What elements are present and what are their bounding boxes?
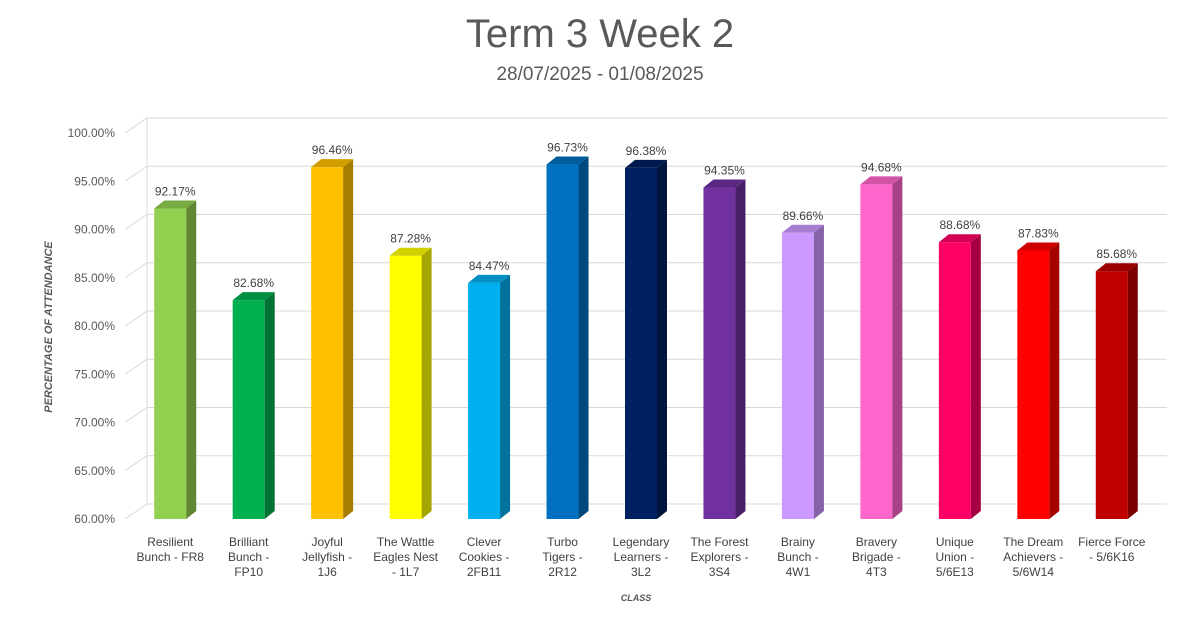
bar-side	[264, 292, 275, 519]
y-axis-label: PERCENTAGE OF ATTENDANCE	[43, 241, 55, 413]
bar-front	[1017, 250, 1050, 520]
x-tick-label: Legendary Learners -3L2	[613, 535, 670, 579]
bar-front	[938, 242, 971, 519]
bar-front	[703, 187, 736, 519]
y-tick-label: 80.00%	[74, 319, 115, 333]
bar-front	[860, 184, 893, 519]
bar-top	[154, 200, 197, 209]
bar-top	[546, 156, 589, 165]
bar	[232, 292, 275, 519]
gridlines	[124, 117, 1167, 520]
bar	[1017, 242, 1060, 520]
data-labels: 92.17% 82.68% 96.46% 87.28% 84.47% 96.73% 96.3…	[155, 141, 1138, 291]
data-label: 94.35%	[704, 164, 745, 178]
bar	[546, 156, 589, 520]
bar-front	[232, 300, 265, 519]
y-tick-label: 65.00%	[74, 464, 115, 478]
bar	[938, 234, 981, 519]
bar-side	[813, 224, 824, 519]
x-tick-label: Fierce Force - 5/6K16	[1078, 535, 1146, 564]
bar-side	[970, 234, 981, 519]
bar-top	[311, 159, 354, 168]
bar-front	[154, 208, 187, 519]
data-label: 96.73%	[547, 141, 588, 155]
y-tick-label: 95.00%	[74, 174, 115, 188]
bar-side	[578, 156, 589, 520]
chart-title: Term 3 Week 2	[465, 12, 735, 56]
bar-top	[938, 234, 981, 243]
bar-side	[500, 274, 511, 519]
bar-side	[421, 247, 432, 520]
data-label: 89.66%	[783, 209, 824, 223]
y-tick-label: 85.00%	[74, 271, 115, 285]
bar-front	[389, 255, 422, 520]
y-tick-label: 90.00%	[74, 223, 115, 237]
data-label: 87.83%	[1018, 226, 1059, 240]
bar-side	[892, 176, 903, 519]
y-tick-label: 60.00%	[74, 512, 115, 526]
data-label: 96.38%	[626, 144, 667, 158]
bar	[1095, 263, 1138, 519]
bars	[154, 156, 1138, 520]
bar	[703, 179, 746, 519]
x-tick-label: Brainy Bunch -4W1	[777, 535, 818, 579]
data-label: 87.28%	[390, 232, 431, 246]
bar-front	[625, 167, 657, 520]
bar-side	[186, 200, 197, 519]
data-label: 94.68%	[861, 160, 902, 174]
x-tick-label: Clever Cookies -2FB11	[459, 535, 510, 579]
bar	[781, 224, 824, 519]
x-tick-label: The Dream Achievers -5/6W14	[1003, 535, 1063, 579]
bar-top	[232, 292, 275, 301]
bar-top	[703, 179, 746, 188]
bar-top	[1017, 242, 1060, 251]
bar	[468, 274, 511, 519]
y-tick-label: 70.00%	[74, 416, 115, 430]
x-tick-label: The Forest Explorers -3S4	[690, 535, 749, 579]
bar-side	[1127, 263, 1138, 519]
bar	[860, 176, 903, 519]
bar-top	[860, 176, 903, 185]
data-label: 96.46%	[312, 143, 353, 157]
bar	[154, 200, 197, 519]
x-tick-labels: Resilient Bunch - FR8 Brilliant Bunch -FP10…	[137, 535, 1146, 579]
y-tick-label: 75.00%	[74, 367, 115, 381]
x-tick-label: Turbo Tigers -2R12	[542, 535, 582, 579]
data-label: 85.68%	[1096, 247, 1137, 261]
bar-front	[311, 167, 344, 519]
chart-subtitle: 28/07/2025 - 01/08/2025	[496, 64, 704, 85]
bar-top	[468, 274, 511, 283]
bar-side	[1049, 242, 1060, 520]
bar-front	[1095, 271, 1128, 519]
x-tick-label: Resilient Bunch - FR8	[137, 535, 205, 564]
bar	[389, 247, 432, 520]
y-tick-labels: 60.00% 65.00% 70.00% 75.00% 80.00% 85.00% 90.0…	[68, 126, 116, 526]
bar	[311, 159, 354, 519]
x-axis-label: CLASS	[621, 593, 652, 603]
gridline	[124, 117, 1167, 134]
bar-top	[781, 224, 824, 233]
data-label: 92.17%	[155, 185, 196, 199]
data-label: 82.68%	[233, 276, 274, 290]
y-tick-label: 100.00%	[68, 126, 116, 140]
bar-side	[343, 159, 354, 519]
bar-top	[625, 159, 667, 168]
bar-side	[657, 159, 667, 520]
bar-front	[781, 232, 814, 519]
x-tick-label: Brilliant Bunch -FP10	[228, 535, 269, 579]
bar-side	[735, 179, 746, 519]
bar-front	[468, 282, 501, 519]
bar-top	[389, 247, 432, 256]
bar-front	[546, 164, 579, 520]
x-tick-label: Joyful Jellyfish -1J6	[302, 535, 352, 579]
x-tick-label: The Wattle Eagles Nest - 1L7	[373, 535, 438, 579]
bar	[625, 159, 667, 520]
data-label: 84.47%	[469, 259, 510, 273]
x-tick-label: Bravery Brigade -4T3	[852, 535, 901, 579]
data-label: 88.68%	[939, 218, 980, 232]
x-tick-label: Unique Union -5/6E13	[936, 535, 975, 579]
bar-top	[1095, 263, 1138, 272]
